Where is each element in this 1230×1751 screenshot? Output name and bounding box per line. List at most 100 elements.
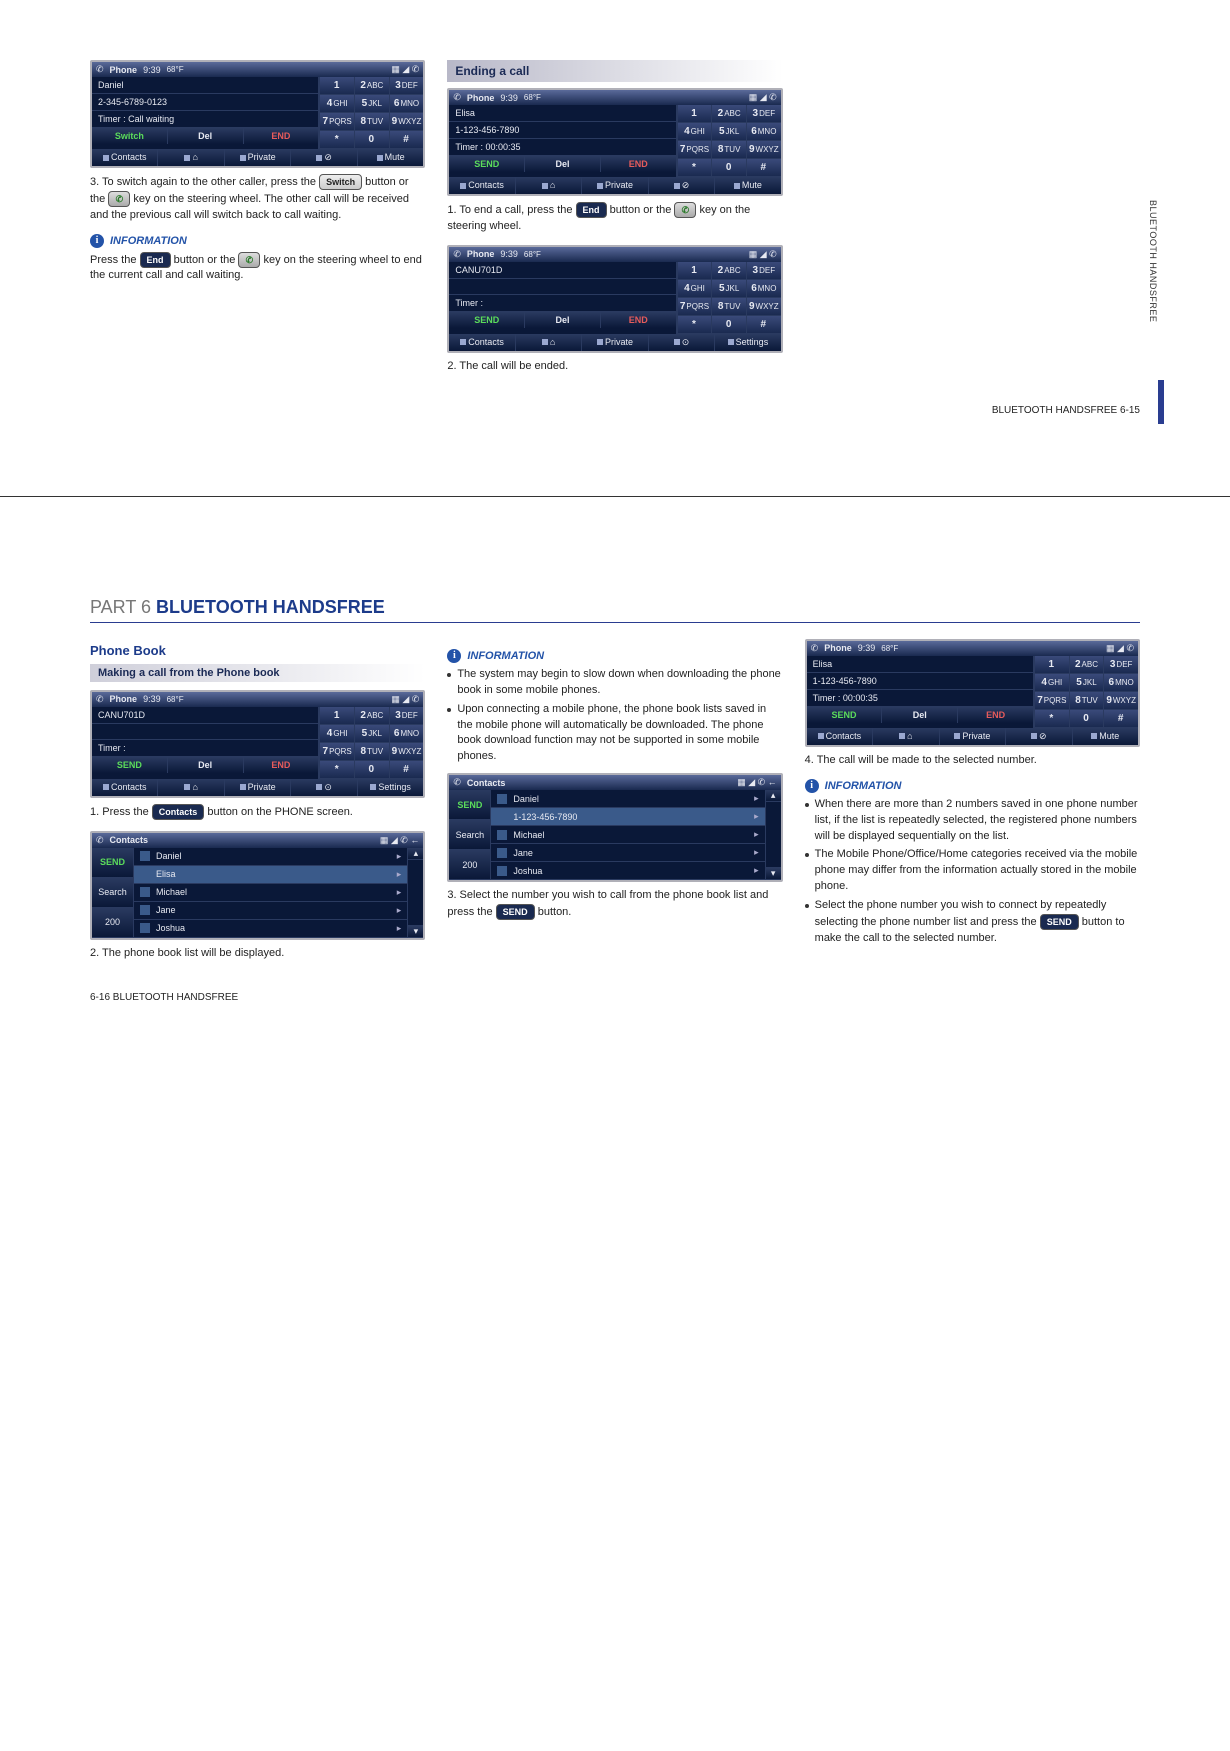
keypad-key[interactable]: 7PQRS — [677, 298, 712, 316]
keypad-key[interactable]: 2ABC — [354, 77, 389, 95]
keypad-key[interactable]: 8TUV — [711, 298, 746, 316]
footer-button[interactable]: Contacts — [92, 779, 158, 796]
screen-button[interactable]: END — [601, 312, 676, 328]
footer-button[interactable]: Mute — [715, 177, 780, 194]
contacts-left-button[interactable]: Search — [92, 878, 134, 908]
keypad-key[interactable]: 4GHI — [319, 95, 354, 113]
keypad-key[interactable]: 0 — [711, 159, 746, 177]
keypad-key[interactable]: 2ABC — [711, 105, 746, 123]
keypad-key[interactable]: 8TUV — [711, 141, 746, 159]
contact-item[interactable]: Jane ▸ — [134, 902, 407, 920]
footer-button[interactable]: Contacts — [449, 177, 515, 194]
keypad-key[interactable]: 1 — [319, 707, 354, 725]
footer-button[interactable]: ⌂ — [158, 149, 224, 166]
keypad-key[interactable]: * — [319, 761, 354, 779]
contacts-left-button[interactable]: 200 — [449, 850, 491, 880]
keypad-key[interactable]: 4GHI — [677, 123, 712, 141]
screen-button[interactable]: END — [958, 707, 1033, 723]
keypad-key[interactable]: * — [1034, 710, 1069, 728]
keypad-key[interactable]: 2ABC — [354, 707, 389, 725]
keypad-key[interactable]: 3DEF — [389, 707, 424, 725]
keypad-key[interactable]: 5JKL — [354, 725, 389, 743]
scrollbar[interactable]: ▴▾ — [407, 848, 423, 938]
keypad-key[interactable]: 8TUV — [1069, 692, 1104, 710]
keypad-key[interactable]: 3DEF — [1103, 656, 1138, 674]
contact-item[interactable]: Daniel ▸ — [491, 790, 764, 808]
footer-button[interactable]: ⊙ — [291, 779, 357, 796]
screen-button[interactable]: Del — [525, 312, 601, 328]
keypad-key[interactable]: 0 — [354, 131, 389, 149]
keypad-key[interactable]: 4GHI — [1034, 674, 1069, 692]
keypad-key[interactable]: 3DEF — [746, 262, 781, 280]
keypad-key[interactable]: # — [746, 159, 781, 177]
keypad-key[interactable]: # — [389, 761, 424, 779]
contact-item[interactable]: Daniel ▸ — [134, 848, 407, 866]
keypad-key[interactable]: 5JKL — [711, 123, 746, 141]
keypad-key[interactable]: 0 — [354, 761, 389, 779]
keypad-key[interactable]: 1 — [677, 262, 712, 280]
contacts-left-button[interactable]: SEND — [92, 848, 134, 878]
footer-button[interactable]: ⊘ — [291, 149, 357, 166]
keypad-key[interactable]: 9WXYZ — [746, 298, 781, 316]
keypad-key[interactable]: # — [389, 131, 424, 149]
screen-button[interactable]: END — [244, 757, 319, 773]
footer-button[interactable]: ⌂ — [516, 334, 582, 351]
contact-item[interactable]: Michael ▸ — [491, 826, 764, 844]
keypad-key[interactable]: * — [677, 316, 712, 334]
footer-button[interactable]: Mute — [1073, 728, 1138, 745]
keypad-key[interactable]: 4GHI — [677, 280, 712, 298]
footer-button[interactable]: ⊙ — [649, 334, 715, 351]
keypad-key[interactable]: 1 — [677, 105, 712, 123]
keypad-key[interactable]: 2ABC — [711, 262, 746, 280]
contact-item[interactable]: Joshua ▸ — [491, 862, 764, 880]
contact-item[interactable]: Elisa ▸ — [134, 866, 407, 884]
keypad-key[interactable]: 9WXYZ — [389, 743, 424, 761]
screen-button[interactable]: SEND — [449, 156, 525, 172]
footer-button[interactable]: Mute — [358, 149, 423, 166]
keypad-key[interactable]: 9WXYZ — [1103, 692, 1138, 710]
keypad-key[interactable]: 8TUV — [354, 743, 389, 761]
keypad-key[interactable]: * — [677, 159, 712, 177]
footer-button[interactable]: Private — [940, 728, 1006, 745]
screen-button[interactable]: Del — [168, 128, 244, 144]
footer-button[interactable]: ⌂ — [516, 177, 582, 194]
screen-button[interactable]: SEND — [92, 757, 168, 773]
screen-button[interactable]: SEND — [807, 707, 883, 723]
contact-item[interactable]: Joshua ▸ — [134, 920, 407, 938]
footer-button[interactable]: Contacts — [807, 728, 873, 745]
screen-button[interactable]: Del — [882, 707, 958, 723]
footer-button[interactable]: Contacts — [92, 149, 158, 166]
keypad-key[interactable]: # — [1103, 710, 1138, 728]
keypad-key[interactable]: 3DEF — [746, 105, 781, 123]
keypad-key[interactable]: 7PQRS — [319, 113, 354, 131]
footer-button[interactable]: ⌂ — [873, 728, 939, 745]
keypad-key[interactable]: 5JKL — [711, 280, 746, 298]
contacts-left-button[interactable]: SEND — [449, 790, 491, 820]
footer-button[interactable]: Settings — [358, 779, 423, 796]
screen-button[interactable]: SEND — [449, 312, 525, 328]
keypad-key[interactable]: 6MNO — [1103, 674, 1138, 692]
keypad-key[interactable]: 3DEF — [389, 77, 424, 95]
footer-button[interactable]: Private — [225, 779, 291, 796]
keypad-key[interactable]: 8TUV — [354, 113, 389, 131]
footer-button[interactable]: Private — [582, 334, 648, 351]
keypad-key[interactable]: 9WXYZ — [389, 113, 424, 131]
keypad-key[interactable]: 6MNO — [389, 725, 424, 743]
scrollbar[interactable]: ▴▾ — [765, 790, 781, 880]
keypad-key[interactable]: 6MNO — [746, 123, 781, 141]
keypad-key[interactable]: 1 — [319, 77, 354, 95]
contacts-left-button[interactable]: 200 — [92, 908, 134, 938]
contact-item[interactable]: Jane ▸ — [491, 844, 764, 862]
keypad-key[interactable]: 1 — [1034, 656, 1069, 674]
contact-item[interactable]: Michael ▸ — [134, 884, 407, 902]
keypad-key[interactable]: 4GHI — [319, 725, 354, 743]
screen-button[interactable]: Del — [525, 156, 601, 172]
contacts-left-button[interactable]: Search — [449, 820, 491, 850]
screen-button[interactable]: END — [601, 156, 676, 172]
footer-button[interactable]: Contacts — [449, 334, 515, 351]
keypad-key[interactable]: 7PQRS — [677, 141, 712, 159]
keypad-key[interactable]: # — [746, 316, 781, 334]
keypad-key[interactable]: 0 — [1069, 710, 1104, 728]
keypad-key[interactable]: 5JKL — [1069, 674, 1104, 692]
footer-button[interactable]: ⌂ — [158, 779, 224, 796]
